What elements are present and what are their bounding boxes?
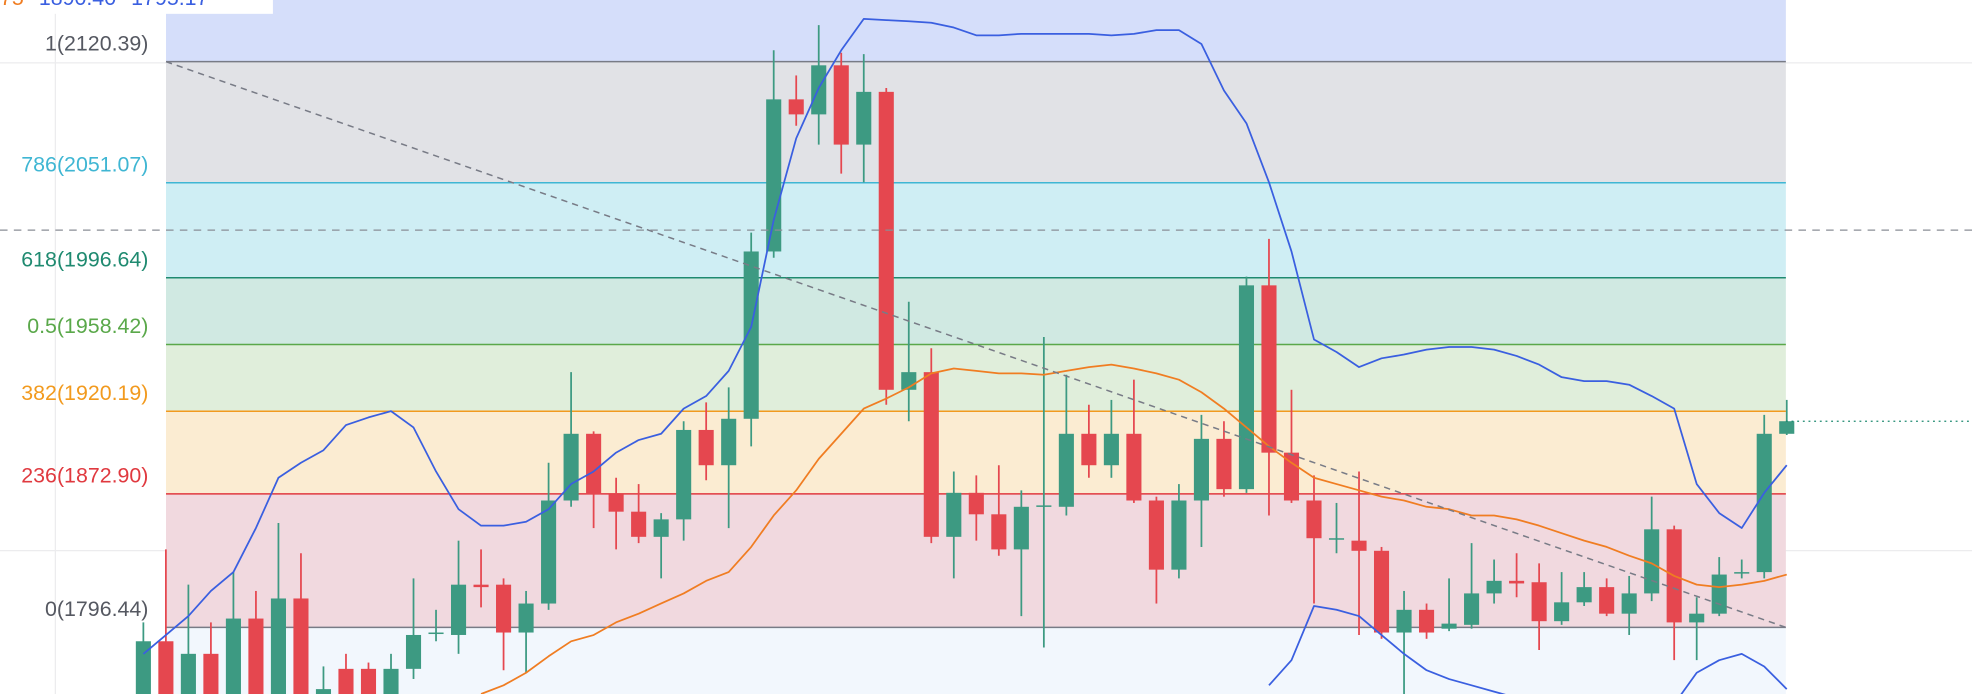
candle-body [1126, 433, 1142, 501]
candle-body [428, 632, 444, 635]
fib-zone [166, 0, 1786, 62]
candle-body [158, 641, 174, 694]
candle-body [1486, 580, 1502, 594]
candle-body [1441, 623, 1457, 629]
candle-body [1103, 433, 1119, 466]
candle-body [946, 492, 962, 537]
candle-body [608, 494, 624, 512]
candle-body [1013, 506, 1029, 550]
candle-body [1396, 609, 1412, 633]
candle-body [1238, 285, 1255, 490]
candle-body [698, 429, 714, 466]
candle-body [833, 65, 849, 145]
candle-body [968, 492, 984, 515]
fib-level-label: 618(1996.64) [21, 247, 148, 271]
candle-body [653, 519, 669, 537]
indicator-line [480, 363, 1787, 694]
candle-body [1644, 529, 1660, 594]
candle-body [180, 653, 196, 694]
candle-body [1058, 433, 1074, 507]
candle-body [518, 603, 534, 633]
candle-body [856, 91, 872, 145]
candle-body [1171, 500, 1187, 570]
fib-level-label: 786(2051.07) [21, 152, 148, 176]
candle-body [1261, 285, 1277, 453]
candle-body [360, 668, 377, 694]
fib-zone [166, 61, 1786, 183]
legend: 75 1890.40 1795.17 [0, 0, 208, 10]
fib-zone [166, 277, 1786, 345]
candle-body [1419, 609, 1435, 633]
fib-zone [166, 344, 1786, 412]
candle-body [1779, 421, 1795, 434]
candle-body [248, 618, 264, 694]
candle-body [721, 418, 737, 466]
candle-body [631, 511, 647, 537]
fib-levels [166, 60, 1786, 629]
candle-body [1509, 580, 1525, 584]
candle-body [338, 668, 354, 694]
candle-body [1193, 438, 1209, 501]
candle-body [315, 689, 332, 694]
candle-body [1621, 593, 1637, 614]
candle-body [496, 584, 512, 633]
candle-body [991, 514, 1007, 550]
fib-level-label: 236(1872.90) [21, 464, 148, 488]
fib-level-label: 382(1920.19) [21, 381, 148, 405]
candle-body [1081, 433, 1097, 466]
candle-body [541, 500, 557, 604]
candle-body [1464, 593, 1480, 625]
candle-body [270, 598, 286, 694]
fib-labels: 1(2120.39) 786(2051.07) 618(1996.64) 0.5(19… [21, 31, 148, 621]
candle-body [1216, 438, 1232, 490]
candle-body [563, 433, 579, 501]
candle-body [405, 634, 422, 669]
candle-body [1711, 574, 1727, 614]
legend-value: 1795.17 [131, 0, 208, 10]
candle-body [225, 618, 241, 694]
candle-body [1576, 587, 1592, 603]
candle-body [450, 584, 467, 635]
drawings [0, 60, 1972, 629]
candle-body [1599, 587, 1615, 614]
candle-body [135, 641, 151, 694]
candles [135, 25, 1795, 694]
fib-trend-line [165, 60, 1787, 629]
candle-body [1036, 505, 1052, 507]
candle-body [1531, 582, 1547, 622]
candle-body [743, 251, 759, 419]
candle-body [1148, 500, 1164, 570]
candle-body [293, 598, 309, 694]
legend-value: 1890.40 [39, 0, 116, 10]
candle-body [203, 653, 219, 694]
candle-body [1734, 572, 1750, 574]
candle-body [1554, 602, 1570, 622]
candle-body [766, 99, 782, 252]
candle-body [923, 372, 939, 537]
fib-level-label: 1(2120.39) [45, 31, 148, 55]
indicator-line [142, 17, 1788, 655]
candle-body [1306, 500, 1322, 539]
candle-body [676, 429, 692, 520]
candle-body [586, 433, 602, 495]
candle-body [1373, 550, 1390, 633]
candle-body [878, 91, 894, 390]
legend-value: 75 [0, 0, 24, 10]
overlays [142, 17, 1788, 694]
fib-level-label: 0(1796.44) [45, 597, 148, 621]
candle-body [1351, 540, 1367, 551]
candle-body [473, 584, 489, 588]
legend-box [0, 0, 273, 14]
candle-body [1328, 538, 1345, 540]
candle-body [1689, 613, 1705, 623]
fib-level-label: 0.5(1958.42) [27, 314, 148, 338]
candle-body [383, 668, 399, 694]
candle-body [1756, 433, 1772, 573]
indicator-line [1268, 605, 1788, 694]
candle-body [788, 99, 804, 115]
